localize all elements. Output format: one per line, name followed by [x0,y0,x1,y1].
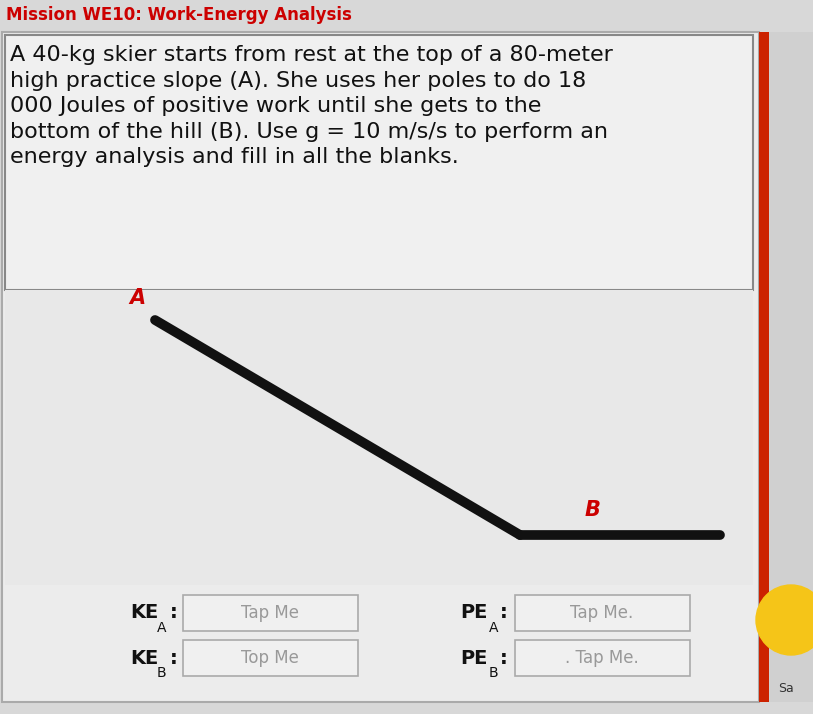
FancyBboxPatch shape [5,35,753,290]
Text: B: B [489,666,498,680]
Text: KE: KE [130,648,159,668]
FancyBboxPatch shape [515,640,690,676]
Text: . Tap Me.: . Tap Me. [565,649,639,667]
FancyBboxPatch shape [5,290,753,585]
Text: PE: PE [460,603,487,623]
Text: Top Me: Top Me [241,649,299,667]
FancyBboxPatch shape [759,32,769,702]
Text: Tap Me: Tap Me [241,604,299,622]
FancyBboxPatch shape [0,0,813,30]
Text: :: : [170,648,178,668]
Text: Tap Me.: Tap Me. [571,604,633,622]
Circle shape [756,585,813,655]
Text: A: A [129,288,145,308]
Text: A 40-kg skier starts from rest at the top of a 80-meter
high practice slope (A).: A 40-kg skier starts from rest at the to… [10,45,613,167]
FancyBboxPatch shape [2,32,759,702]
Text: Mission WE10: Work-Energy Analysis: Mission WE10: Work-Energy Analysis [6,6,352,24]
Text: :: : [500,603,508,623]
FancyBboxPatch shape [183,595,358,631]
FancyBboxPatch shape [183,640,358,676]
Text: :: : [170,603,178,623]
Text: PE: PE [460,648,487,668]
Text: B: B [157,666,167,680]
Text: Sa: Sa [778,682,793,695]
Text: A: A [489,621,498,635]
Text: B: B [585,500,601,520]
FancyBboxPatch shape [769,32,813,702]
Text: KE: KE [130,603,159,623]
Text: :: : [500,648,508,668]
FancyBboxPatch shape [515,595,690,631]
Text: A: A [157,621,167,635]
